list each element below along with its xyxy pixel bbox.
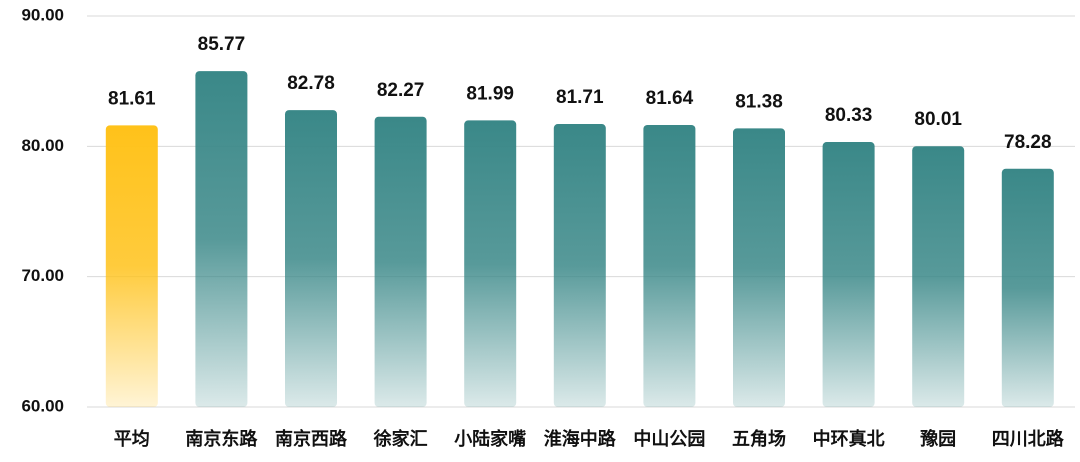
bar: [643, 124, 696, 407]
x-tick-label: 中山公园: [633, 428, 705, 449]
x-tick-label: 豫园: [920, 428, 956, 449]
bar: [733, 128, 785, 407]
x-tick-label: 小陆家嘴: [454, 428, 526, 449]
x-tick-label: 淮海中路: [544, 428, 617, 449]
x-tick-label: 五角场: [732, 428, 786, 449]
x-tick-label: 徐家汇: [373, 428, 428, 449]
value-label: 81.99: [466, 83, 514, 104]
x-tick-label: 平均: [114, 428, 150, 449]
y-tick-label: 90.00: [21, 5, 64, 24]
value-label: 81.61: [108, 88, 156, 109]
bar: [822, 142, 875, 407]
bar: [285, 110, 337, 407]
bar: [195, 71, 248, 408]
bar: [464, 120, 517, 407]
value-label: 81.64: [646, 88, 694, 109]
x-tick-label: 中环真北: [813, 428, 885, 449]
value-label: 85.77: [198, 34, 246, 55]
value-label: 80.01: [914, 109, 962, 130]
value-label: 81.71: [556, 87, 604, 108]
bar: [553, 124, 606, 408]
value-label: 80.33: [825, 105, 873, 126]
value-label: 78.28: [1004, 132, 1052, 153]
bar: [912, 146, 965, 407]
x-tick-label: 四川北路: [992, 428, 1065, 449]
y-tick-label: 80.00: [21, 136, 64, 155]
value-label: 82.27: [377, 80, 425, 101]
value-label: 82.78: [287, 73, 335, 94]
y-tick-label: 60.00: [21, 396, 64, 415]
bar: [374, 116, 427, 407]
value-label: 81.38: [735, 91, 783, 112]
y-tick-label: 70.00: [21, 266, 64, 285]
x-tick-label: 南京西路: [275, 428, 348, 449]
bar: [105, 125, 158, 407]
bar: [1001, 168, 1054, 407]
x-tick-label: 南京东路: [185, 428, 258, 449]
